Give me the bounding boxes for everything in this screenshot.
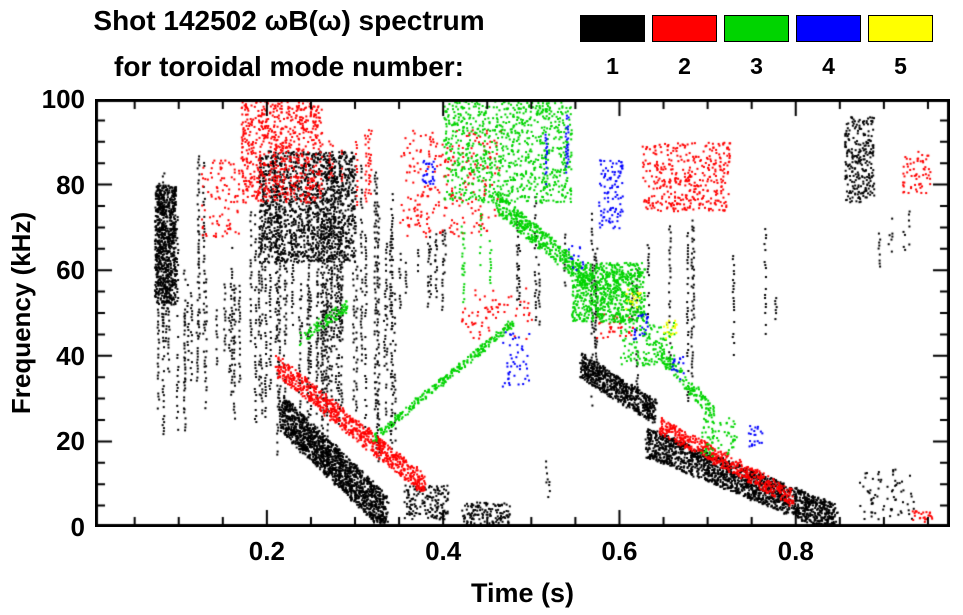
legend-swatch-n5 — [868, 15, 933, 42]
x-tick-label: 0.6 — [601, 536, 638, 566]
y-tick-label: 0 — [70, 512, 85, 542]
legend-label-n1: 1 — [606, 53, 619, 79]
spectrogram-canvas — [95, 99, 950, 527]
legend-swatch-n3 — [724, 15, 789, 42]
legend-label-n5: 5 — [894, 53, 907, 79]
legend-swatch-n4 — [796, 15, 861, 42]
legend-label-n4: 4 — [822, 53, 835, 79]
legend-label-n2: 2 — [678, 53, 691, 79]
legend-swatch-n2 — [652, 15, 717, 42]
y-tick-label: 20 — [56, 426, 85, 457]
x-tick-label: 0.8 — [777, 536, 814, 566]
chart-subtitle: for toroidal mode number: — [114, 51, 464, 82]
legend-labels: 1 2 3 4 5 — [580, 53, 933, 80]
legend-swatches — [580, 15, 933, 42]
chart-title: Shot 142502 ωB(ω) spectrum — [93, 5, 485, 36]
x-tick-label: 0.4 — [425, 536, 462, 566]
y-tick-label: 60 — [56, 255, 85, 286]
x-axis-label: Time (s) — [470, 578, 575, 608]
y-tick-label: 100 — [41, 84, 85, 114]
y-axis-label: Frequency (kHz) — [6, 211, 36, 415]
legend-label-n3: 3 — [750, 53, 763, 79]
y-tick-label: 40 — [56, 340, 85, 371]
x-tick-label: 0.2 — [248, 536, 285, 566]
y-tick-label: 80 — [56, 169, 85, 200]
legend-swatch-n1 — [580, 15, 645, 42]
